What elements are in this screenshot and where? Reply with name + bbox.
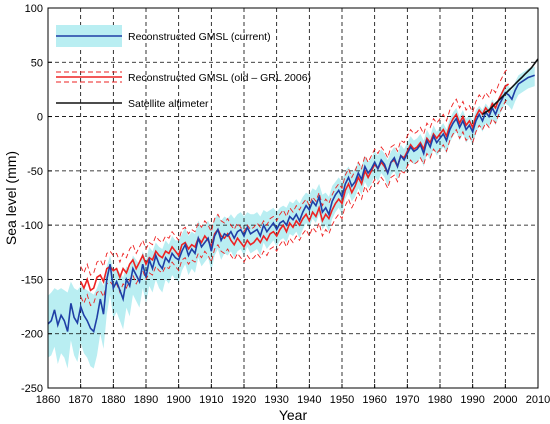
x-tick-label: 1920 [232, 394, 256, 406]
y-tick-label: -200 [21, 329, 43, 341]
axis-ticks: 1860 1870 1880 1890 1900 1910 1920 1930 1940 1950… [21, 3, 550, 406]
x-tick-label: 1880 [101, 394, 125, 406]
current-reconstruction-line [47, 74, 535, 334]
legend-label-old: Reconstructed GMSL (old – GRL 2006) [128, 72, 311, 84]
x-tick-label: 1990 [460, 394, 484, 406]
x-tick-label: 2010 [526, 394, 550, 406]
old-reconstruction-line [79, 83, 510, 292]
x-tick-label: 1960 [362, 394, 386, 406]
legend-label-altimeter: Satellite altimeter [128, 98, 209, 110]
y-tick-label: -50 [27, 166, 43, 178]
x-tick-label: 1980 [428, 394, 452, 406]
x-tick-label: 1870 [68, 394, 92, 406]
x-tick-label: 1950 [330, 394, 354, 406]
old-lower-bound-line [80, 98, 509, 307]
legend: Reconstructed GMSL (current) Reconstruct… [56, 25, 311, 110]
y-tick-label: 100 [25, 3, 43, 15]
x-tick-label: 1900 [166, 394, 190, 406]
grid [47, 7, 539, 389]
y-tick-label: 0 [37, 112, 43, 124]
y-tick-label: -250 [21, 383, 43, 395]
x-tick-label: 1890 [134, 394, 158, 406]
y-tick-label: -150 [21, 274, 43, 286]
legend-label-current: Reconstructed GMSL (current) [128, 31, 271, 43]
x-axis-title: Year [279, 407, 308, 423]
x-tick-label: 1930 [264, 394, 288, 406]
x-tick-label: 2000 [493, 394, 517, 406]
old-upper-bound-line [80, 68, 509, 276]
x-tick-label: 1910 [199, 394, 223, 406]
y-axis-title: Sea level (mm) [3, 151, 19, 245]
plot-frame [47, 7, 539, 389]
x-tick-label: 1970 [395, 394, 419, 406]
series-lines [47, 58, 539, 334]
x-tick-label: 1860 [36, 394, 60, 406]
y-tick-label: 50 [31, 57, 43, 69]
x-tick-label: 1940 [297, 394, 321, 406]
satellite-altimeter-line [482, 58, 539, 116]
y-tick-label: -100 [21, 220, 43, 232]
